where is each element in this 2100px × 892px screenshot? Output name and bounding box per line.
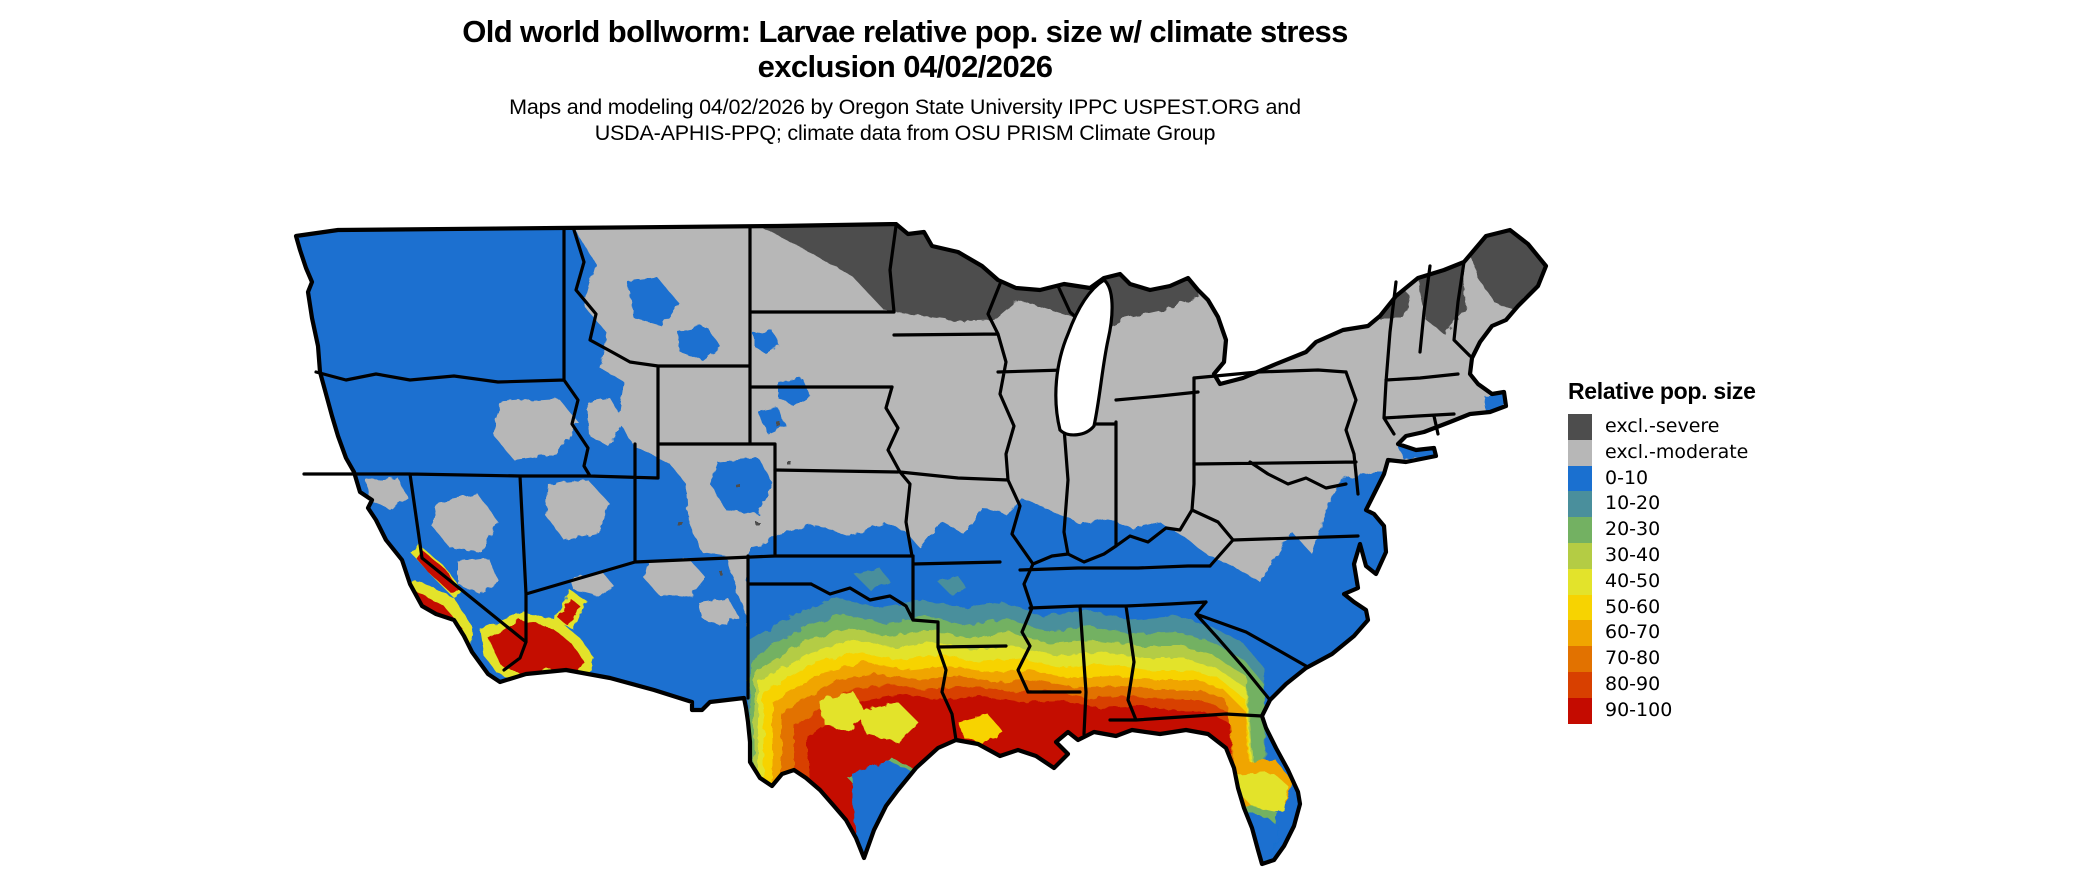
coastline <box>293 221 1549 867</box>
legend-item-label: excl.-severe <box>1605 415 1720 437</box>
us-map-svg <box>293 221 1549 867</box>
legend-item-label: 0-10 <box>1605 466 1649 489</box>
legend-item: 30-40 <box>1568 542 1756 569</box>
legend-item: 60-70 <box>1568 620 1756 647</box>
legend-item-label: 50-60 <box>1605 595 1661 618</box>
legend-swatch <box>1568 671 1592 698</box>
legend-item-label: 20-30 <box>1605 518 1661 541</box>
legend-item: 80-90 <box>1568 671 1756 698</box>
legend-item: excl.-moderate <box>1568 439 1756 466</box>
legend: Relative pop. size excl.-severe excl.-mod… <box>1568 378 1756 724</box>
legend-item: excl.-severe <box>1568 414 1756 440</box>
legend-swatch <box>1568 414 1592 440</box>
legend-item-label: 70-80 <box>1605 647 1661 670</box>
legend-rows: excl.-severe excl.-moderate 0-10 10-20 20-30… <box>1568 414 1756 724</box>
legend-swatch <box>1568 594 1592 621</box>
map-title-line1: Old world bollworm: Larvae relative pop.… <box>462 14 1348 49</box>
legend-swatch <box>1568 620 1592 647</box>
legend-item-label: 30-40 <box>1605 543 1661 566</box>
map-title-line2: exclusion 04/02/2026 <box>757 49 1053 84</box>
map-subtitle: Maps and modeling 04/02/2026 by Oregon S… <box>255 94 1555 146</box>
header: Old world bollworm: Larvae relative pop.… <box>255 14 1555 146</box>
legend-swatch <box>1568 697 1592 724</box>
legend-item-label: excl.-moderate <box>1605 440 1749 463</box>
lake-michigan <box>1054 278 1114 437</box>
legend-item-label: 60-70 <box>1605 621 1661 644</box>
legend-swatch <box>1568 568 1592 595</box>
legend-item-label: 90-100 <box>1605 698 1673 721</box>
legend-swatch <box>1568 646 1592 672</box>
legend-item-label: 40-50 <box>1605 569 1661 592</box>
legend-item-label: 10-20 <box>1605 492 1661 515</box>
legend-swatch <box>1568 465 1592 492</box>
legend-item: 0-10 <box>1568 465 1756 492</box>
legend-item: 40-50 <box>1568 568 1756 595</box>
legend-item: 70-80 <box>1568 646 1756 672</box>
legend-swatch <box>1568 517 1592 543</box>
us-map <box>258 221 1550 874</box>
map-subtitle-line2: USDA-APHIS-PPQ; climate data from OSU PR… <box>594 121 1216 145</box>
legend-swatch <box>1568 491 1592 518</box>
legend-swatch <box>1568 542 1592 569</box>
legend-swatch <box>1568 439 1592 466</box>
state-borders <box>302 224 1472 742</box>
legend-item-label: 80-90 <box>1605 672 1661 695</box>
legend-item: 90-100 <box>1568 697 1756 724</box>
region-west-gray-patches <box>366 398 738 626</box>
legend-item: 50-60 <box>1568 594 1756 621</box>
legend-item: 20-30 <box>1568 517 1756 543</box>
map-subtitle-line1: Maps and modeling 04/02/2026 by Oregon S… <box>509 95 1301 119</box>
map-raster-layers <box>296 224 1546 864</box>
legend-title: Relative pop. size <box>1568 378 1756 404</box>
legend-item: 10-20 <box>1568 491 1756 518</box>
